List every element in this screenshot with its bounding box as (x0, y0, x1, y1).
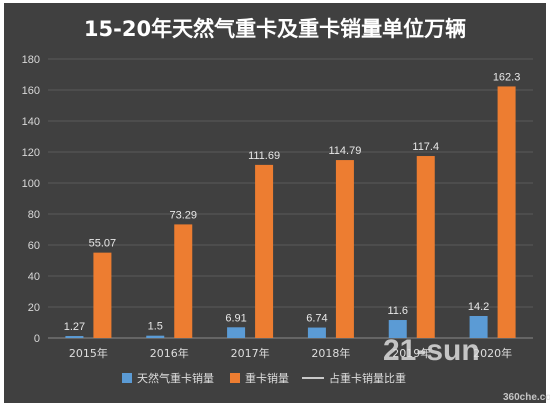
y-axis-ticks: 0 20 40 60 80 100 120 140 160 180 (22, 54, 40, 345)
bar-gas-truck (146, 335, 165, 338)
legend-label: 重卡销量 (245, 371, 289, 385)
x-tick-label: 2015年 (69, 346, 108, 360)
x-tick-label: 2020年 (473, 346, 512, 360)
bar-gas-truck (227, 327, 246, 338)
y-tick-label: 100 (22, 178, 40, 190)
bar-gas-truck (388, 320, 407, 338)
watermark-subtext: 360che.com (503, 392, 550, 403)
data-label: 6.91 (225, 312, 246, 324)
data-label: 162.3 (493, 71, 521, 83)
y-tick-label: 60 (28, 240, 40, 252)
legend-label: 占重卡销量比重 (329, 371, 406, 385)
y-tick-label: 80 (28, 209, 40, 221)
data-label: 11.6 (387, 305, 408, 317)
bar-heavy-truck (335, 160, 354, 338)
x-tick-label: 2017年 (231, 346, 270, 360)
y-tick-label: 140 (22, 116, 40, 128)
bar-heavy-truck (93, 252, 112, 338)
bar-heavy-truck (255, 164, 274, 338)
y-tick-label: 40 (28, 271, 40, 283)
x-axis-ticks: 2015年 2016年 2017年 2018年 2019年 2020年 (69, 346, 512, 360)
chart-title: 15-20年天然气重卡及重卡销量单位万辆 (84, 17, 466, 41)
watermark-text: 21-sun (383, 334, 480, 367)
data-labels: 1.27 55.07 1.5 73.29 6.91 111.69 6.74 114.79 11.… (64, 71, 521, 333)
data-label: 55.07 (89, 238, 117, 250)
bar-gas-truck (307, 327, 326, 338)
bar-heavy-truck (174, 224, 193, 338)
data-label: 14.2 (468, 301, 489, 313)
data-label: 1.5 (148, 321, 163, 333)
x-tick-label: 2016年 (150, 346, 189, 360)
x-tick-label: 2019年 (392, 346, 431, 360)
y-tick-label: 20 (28, 302, 40, 314)
bar-heavy-truck (497, 86, 516, 338)
y-tick-label: 120 (22, 147, 40, 159)
gridlines (48, 58, 533, 339)
legend: 天然气重卡销量 重卡销量 占重卡销量比重 (122, 371, 406, 385)
bar-gas-truck (65, 336, 84, 338)
data-label: 111.69 (248, 150, 280, 162)
data-label: 117.4 (412, 141, 439, 153)
data-label: 6.74 (306, 313, 327, 325)
bar-heavy-truck (416, 156, 435, 338)
data-label: 1.27 (64, 321, 85, 333)
y-tick-label: 160 (22, 85, 40, 97)
legend-swatch (122, 373, 132, 383)
y-tick-label: 180 (22, 54, 40, 66)
x-tick-label: 2018年 (311, 346, 350, 360)
bar-gas-truck (469, 315, 488, 338)
legend-swatch (230, 373, 240, 383)
bars (65, 86, 516, 338)
watermark: 21-sun 360che.com (383, 334, 550, 403)
legend-label: 天然气重卡销量 (137, 371, 214, 385)
data-label: 73.29 (169, 209, 197, 221)
data-label: 114.79 (329, 145, 362, 157)
y-tick-label: 0 (34, 333, 40, 345)
